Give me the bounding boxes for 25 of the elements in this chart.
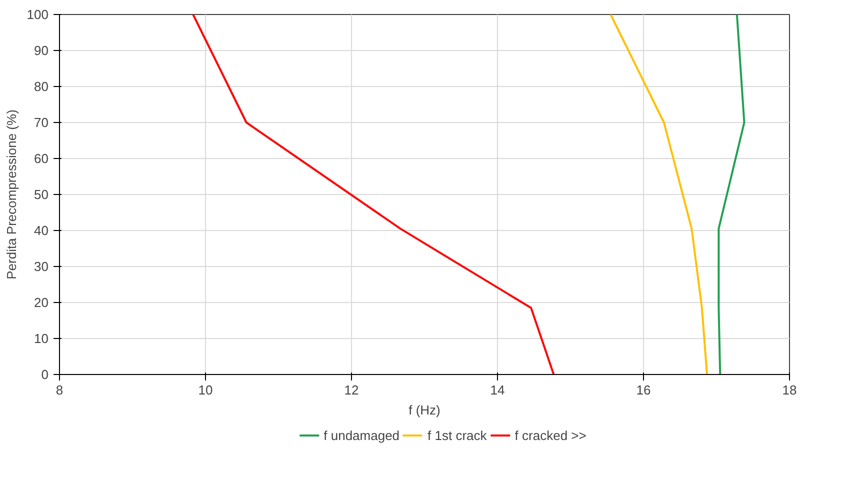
y-tick-label: 100 [26,7,49,22]
x-axis-title: f (Hz) [408,402,440,418]
y-tick-label: 50 [34,187,49,202]
x-tick-label: 10 [198,382,213,398]
y-tick-label: 70 [34,115,49,130]
y-tick-label: 20 [34,295,49,310]
y-tick-label: 90 [34,43,49,58]
legend-label: f 1st crack [428,428,487,442]
line-series [192,14,555,374]
y-tick-label: 0 [41,367,49,382]
line-series [610,14,708,374]
line-series [718,14,746,374]
y-axis-title: Perdita Precompressione (%) [4,110,19,280]
x-tick-label: 12 [344,382,359,398]
x-tick-label: 18 [782,382,797,398]
x-tick-label: 8 [56,382,64,398]
legend-label: f cracked >> [514,428,586,442]
y-tick-label: 30 [34,259,49,274]
y-tick-label: 10 [34,331,49,346]
y-tick-label: 80 [34,79,49,94]
x-tick-label: 16 [636,382,651,398]
legend-label: f undamaged [324,428,400,442]
x-tick-label: 14 [490,382,505,398]
y-tick-label: 40 [34,223,49,238]
y-tick-label: 60 [34,151,49,166]
